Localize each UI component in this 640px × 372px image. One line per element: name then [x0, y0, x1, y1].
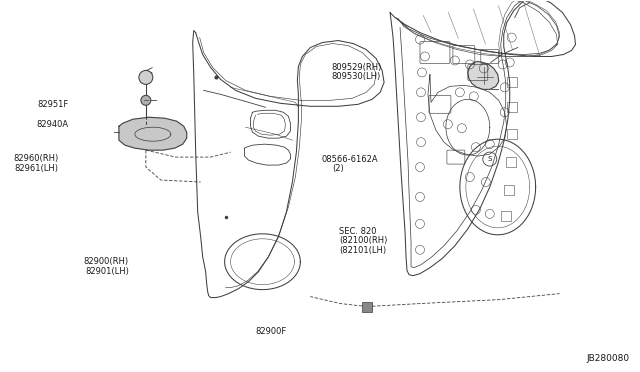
Text: SEC. 820: SEC. 820 — [339, 227, 377, 236]
Bar — [504, 185, 514, 195]
Bar — [362, 302, 372, 311]
Polygon shape — [468, 61, 499, 89]
Circle shape — [141, 95, 151, 105]
Text: 809530(LH): 809530(LH) — [332, 72, 381, 81]
Text: (2): (2) — [332, 164, 344, 173]
Text: 809529(RH): 809529(RH) — [332, 63, 382, 72]
Circle shape — [139, 70, 153, 84]
Text: 82961(LH): 82961(LH) — [15, 164, 59, 173]
Text: 08566-6162A: 08566-6162A — [321, 155, 378, 164]
Text: (82100(RH): (82100(RH) — [339, 236, 388, 246]
Bar — [506, 157, 516, 167]
Text: 82951F: 82951F — [37, 100, 68, 109]
Text: JB280080: JB280080 — [587, 354, 630, 363]
Text: 82940A: 82940A — [36, 121, 68, 129]
Text: 82900F: 82900F — [255, 327, 287, 336]
Bar — [507, 77, 516, 87]
Polygon shape — [119, 117, 187, 150]
Bar — [507, 102, 516, 112]
Bar — [500, 211, 511, 221]
Text: 82960(RH): 82960(RH) — [13, 154, 59, 163]
Bar — [507, 129, 516, 139]
Text: 82900(RH): 82900(RH) — [84, 257, 129, 266]
Text: 82901(LH): 82901(LH) — [85, 267, 129, 276]
Text: (82101(LH): (82101(LH) — [339, 246, 387, 255]
Text: S: S — [488, 156, 492, 162]
